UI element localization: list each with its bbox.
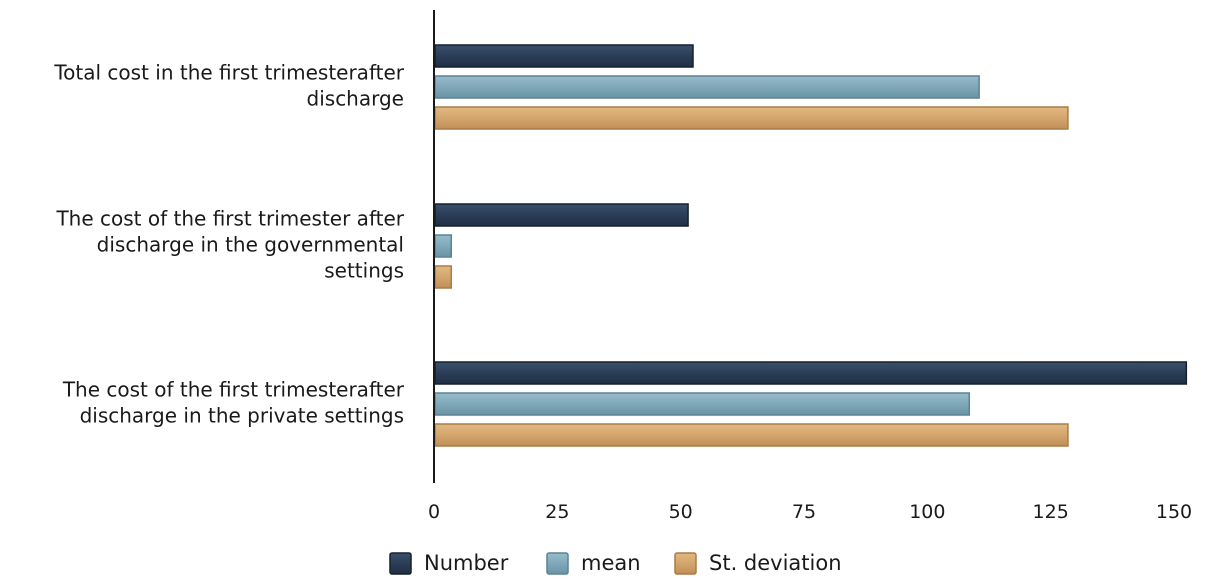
category-label-3: The cost of the first trimesterafter disc… (62, 378, 405, 428)
legend-swatch (389, 552, 412, 575)
legend-swatch (546, 552, 569, 575)
bar-st-deviation-2 (434, 265, 453, 289)
legend-label: Number (424, 551, 509, 575)
x-tick-label-125: 125 (1033, 501, 1069, 523)
bar-mean-1 (434, 75, 980, 99)
bars (434, 44, 1188, 447)
x-tick-label-75: 75 (792, 501, 816, 523)
x-tick-label-150: 150 (1156, 501, 1192, 523)
category-labels: Total cost in the first trimesterafter di… (53, 61, 404, 428)
legend: Number mean St. deviation (389, 551, 842, 575)
legend-label: St. deviation (709, 551, 842, 575)
legend-item-mean: mean (546, 551, 641, 575)
x-tick-label-100: 100 (909, 501, 945, 523)
bar-number-2 (434, 203, 689, 227)
legend-item-number: Number (389, 551, 509, 575)
bar-number-1 (434, 44, 694, 68)
legend-label: mean (581, 551, 641, 575)
legend-swatch (674, 552, 697, 575)
legend-item-st-deviation: St. deviation (674, 551, 842, 575)
x-tick-label-25: 25 (545, 501, 569, 523)
bar-st-deviation-3 (434, 423, 1069, 447)
bar-st-deviation-1 (434, 106, 1069, 130)
x-tick-label-50: 50 (669, 501, 693, 523)
bar-mean-3 (434, 392, 971, 416)
category-label-1: Total cost in the first trimesterafter di… (53, 61, 404, 111)
bar-mean-2 (434, 234, 453, 258)
bar-number-3 (434, 361, 1188, 385)
x-axis-ticks: 0 25 50 75 100 125 150 (428, 501, 1192, 523)
category-label-2: The cost of the first trimester after dis… (55, 207, 404, 283)
x-tick-label-0: 0 (428, 501, 440, 523)
